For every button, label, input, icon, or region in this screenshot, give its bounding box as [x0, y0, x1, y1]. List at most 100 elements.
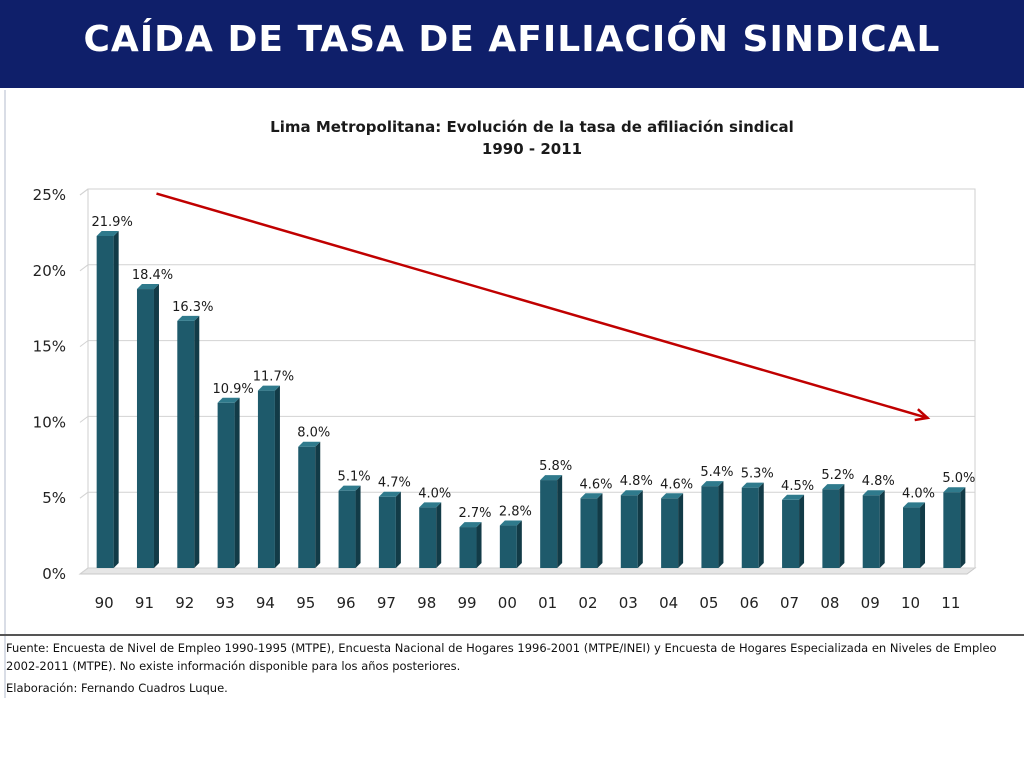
bar-front: [499, 525, 517, 568]
bar-09: [862, 490, 885, 568]
bar-front: [741, 487, 759, 568]
x-tick-label: 95: [296, 594, 315, 612]
bar-side: [194, 315, 200, 568]
gridline-depth: [79, 415, 89, 423]
bar-top: [96, 230, 119, 236]
x-tick-label: 04: [659, 594, 678, 612]
bar-08: [822, 484, 845, 568]
bar-top: [580, 493, 603, 499]
data-label: 10.9%: [212, 382, 253, 397]
bar-side: [920, 502, 926, 568]
data-label: 4.0%: [902, 486, 935, 501]
x-tick-label: 96: [337, 594, 356, 612]
data-label: 4.8%: [620, 474, 653, 489]
bar-front: [338, 490, 356, 568]
data-label: 8.0%: [297, 426, 330, 441]
bar-front: [298, 446, 316, 568]
bars: [96, 230, 966, 568]
data-label: 4.7%: [378, 476, 411, 491]
bar-side: [879, 490, 885, 568]
bar-side: [839, 484, 845, 568]
gridline-depth: [79, 491, 89, 499]
bar-top: [741, 482, 764, 488]
bar-front: [943, 492, 961, 568]
bar-front: [459, 527, 477, 568]
bar-top: [903, 502, 926, 508]
bar-side: [153, 284, 159, 568]
x-tick-label: 07: [780, 594, 799, 612]
trend-arrow: [156, 192, 931, 422]
bar-side: [718, 481, 724, 568]
bar-side: [960, 487, 966, 568]
x-tick-label: 91: [135, 594, 154, 612]
x-tick-label: 94: [256, 594, 275, 612]
data-label: 21.9%: [92, 215, 133, 230]
bar-94: [257, 385, 280, 568]
bar-top: [217, 397, 240, 403]
x-tick-label: 90: [95, 594, 114, 612]
bar-10: [903, 502, 926, 568]
gridline-depth: [79, 567, 89, 575]
bar-front: [419, 507, 437, 568]
footnote-divider: [0, 634, 1024, 636]
bar-00: [499, 520, 522, 568]
y-tick-label: 10%: [33, 413, 66, 431]
bar-front: [217, 402, 235, 568]
bar-top: [540, 475, 563, 481]
bar-92: [177, 315, 200, 568]
bar-front: [620, 495, 638, 568]
x-tick-label: 02: [578, 594, 597, 612]
bar-95: [298, 441, 321, 568]
bar-04: [661, 493, 684, 568]
bar-98: [419, 502, 442, 568]
bar-05: [701, 481, 724, 568]
data-label: 5.4%: [700, 465, 733, 480]
bar-91: [136, 284, 159, 568]
x-tick-label: 93: [216, 594, 235, 612]
data-label: 4.6%: [579, 477, 612, 492]
bar-front: [903, 507, 921, 568]
bar-front: [136, 289, 154, 568]
y-tick-label: 15%: [33, 338, 66, 356]
credit-note: Elaboración: Fernando Cuadros Luque.: [6, 681, 228, 695]
bar-top: [378, 491, 401, 497]
bar-11: [943, 487, 966, 568]
bar-02: [580, 493, 603, 568]
slide-title: CAÍDA DE TASA DE AFILIACIÓN SINDICAL: [83, 19, 941, 60]
bar-93: [217, 397, 240, 568]
bar-06: [741, 482, 764, 568]
data-label: 4.5%: [781, 479, 814, 494]
data-label: 5.8%: [539, 459, 572, 474]
x-tick-label: 03: [619, 594, 638, 612]
data-label: 5.0%: [942, 471, 975, 486]
x-tick-label: 98: [417, 594, 436, 612]
bar-96: [338, 485, 361, 568]
bar-front: [378, 496, 396, 568]
y-axis-ticks: 0% 5% 10% 15% 20% 25%: [33, 186, 66, 583]
x-tick-label: 99: [457, 594, 476, 612]
y-tick-label: 20%: [33, 262, 66, 280]
y-tick-label: 0%: [42, 565, 66, 583]
x-tick-label: 00: [498, 594, 517, 612]
bar-side: [395, 491, 401, 568]
bar-top: [338, 485, 361, 491]
bar-top: [661, 493, 684, 499]
bar-99: [459, 522, 482, 568]
footnote: Fuente: Encuesta de Nivel de Empleo 1990…: [6, 639, 1021, 697]
data-label: 2.8%: [499, 505, 532, 520]
bar-front: [580, 498, 598, 568]
bar-front: [540, 480, 558, 568]
bar-front: [177, 320, 195, 568]
bar-side: [436, 502, 442, 568]
x-tick-label: 09: [861, 594, 880, 612]
x-tick-label: 92: [175, 594, 194, 612]
x-tick-label: 01: [538, 594, 557, 612]
bar-top: [177, 315, 200, 321]
bar-side: [476, 522, 482, 568]
gridline-depth: [79, 340, 89, 348]
bar-side: [355, 485, 361, 568]
data-label: 18.4%: [132, 268, 173, 283]
bar-front: [701, 486, 719, 568]
x-tick-label: 05: [699, 594, 718, 612]
bar-front: [822, 489, 840, 568]
